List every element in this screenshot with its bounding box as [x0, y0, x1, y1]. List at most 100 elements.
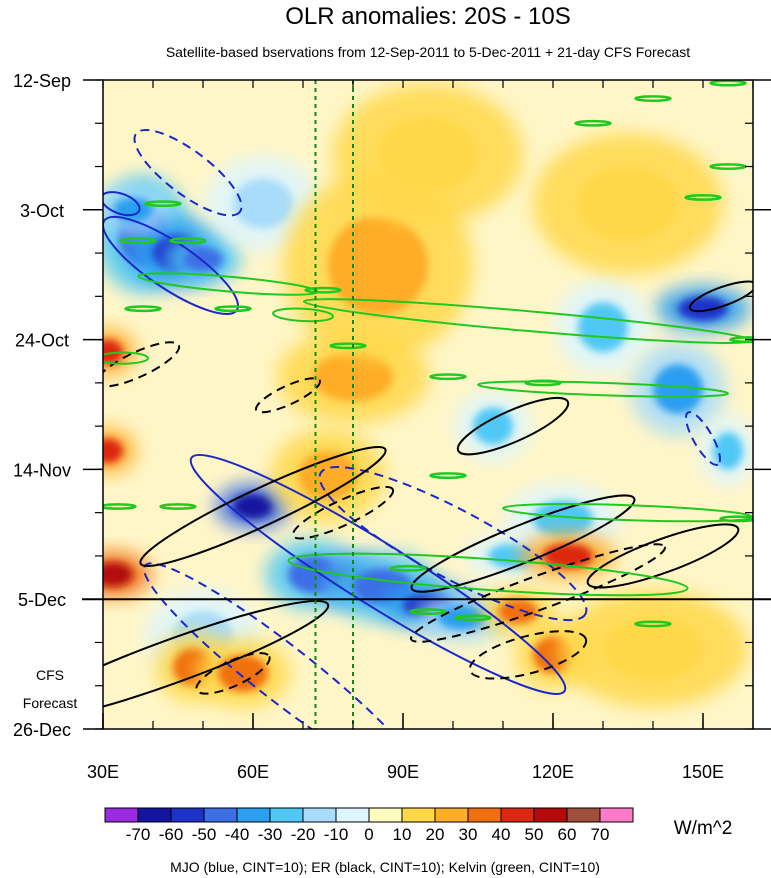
colorbar: -70 -60 -50 -40 -30 -20 -10 0 10 20 30 40 50 60 70: [104, 807, 634, 844]
kelvin-streak: [103, 503, 137, 510]
kelvin-streak: [524, 379, 562, 387]
anomaly-blob: [113, 197, 153, 223]
colorbar-swatch: [302, 807, 337, 823]
er-contour-neg: [410, 543, 666, 643]
colorbar-swatch: [566, 807, 601, 823]
anomaly-blob: [218, 654, 268, 692]
forecast-label-line1: CFS: [36, 667, 64, 683]
anomaly-field: [103, 83, 753, 709]
y-tick-label: 5-Dec: [18, 590, 66, 610]
colorbar-swatch: [104, 807, 139, 823]
x-tick-label: 90E: [387, 762, 419, 782]
colorbar-label: 60: [558, 825, 577, 844]
colorbar-swatch: [170, 807, 205, 823]
kelvin-streak: [574, 119, 612, 127]
colorbar-label: -10: [324, 825, 349, 844]
anomaly-blob: [678, 296, 728, 322]
er-contour-neg: [103, 341, 181, 388]
colorbar-label: 0: [364, 825, 373, 844]
plot-area: [103, 80, 753, 729]
colorbar-label: 40: [492, 825, 511, 844]
kelvin-streak: [684, 194, 722, 201]
kelvin-streak: [634, 95, 672, 102]
colorbar-label: 10: [393, 825, 412, 844]
kelvin-streak: [634, 620, 672, 628]
colorbar-swatch: [269, 807, 304, 823]
kelvin-streak: [454, 614, 492, 622]
anomaly-blob: [378, 117, 478, 192]
anomaly-blob: [298, 450, 358, 501]
forecast-label-line2: Forecast: [23, 695, 78, 711]
anomaly-blob: [103, 562, 133, 587]
kelvin-streak: [409, 608, 447, 615]
anomaly-blob: [103, 339, 123, 365]
x-tick-label: 120E: [532, 762, 574, 782]
kelvin-contour-pos: [272, 307, 334, 323]
anomaly-blob: [233, 178, 293, 229]
x-axis: 30E 60E 90E 120E 150E: [87, 80, 754, 782]
anomaly-blob: [233, 494, 273, 519]
x-tick-label: 150E: [682, 762, 724, 782]
chart-title: OLR anomalies: 20S - 10S: [285, 3, 570, 30]
y-axis: 12-Sep 3-Oct 24-Oct 14-Nov 5-Dec 26-Dec: [13, 71, 771, 740]
kelvin-streak: [389, 564, 427, 572]
colorbar-swatch: [599, 807, 634, 823]
kelvin-contour-pos: [287, 552, 689, 597]
colorbar-swatch: [500, 807, 535, 823]
kelvin-streak: [719, 515, 753, 523]
colorbar-label: -50: [192, 825, 217, 844]
colorbar-label: -30: [258, 825, 283, 844]
kelvin-streak: [214, 305, 252, 313]
colorbar-swatch: [236, 807, 271, 823]
colorbar-swatch: [368, 807, 403, 823]
kelvin-streak: [159, 503, 197, 510]
colorbar-swatch: [533, 807, 568, 823]
mjo-contour-neg: [133, 128, 243, 217]
colorbar-swatch: [467, 807, 502, 823]
colorbar-label: -20: [291, 825, 316, 844]
colorbar-label: 70: [591, 825, 610, 844]
kelvin-streak: [329, 342, 367, 350]
x-tick-label: 60E: [237, 762, 269, 782]
y-tick-label: 26-Dec: [13, 720, 71, 740]
er-contour-pos: [688, 280, 753, 313]
mjo-contour-neg: [318, 466, 588, 622]
anomaly-blob: [533, 500, 593, 538]
kelvin-contour-pos: [103, 351, 149, 365]
anomaly-blob: [473, 407, 513, 445]
er-contour-neg: [255, 377, 321, 414]
er-contour-pos: [139, 446, 387, 567]
er-contour-neg: [468, 630, 588, 680]
kelvin-streaks: [103, 80, 753, 628]
x-tick-label: 30E: [87, 762, 119, 782]
anomaly-blob: [653, 364, 703, 414]
colorbar-swatch: [335, 807, 370, 823]
anomaly-blob: [438, 605, 488, 631]
anomaly-blob: [578, 166, 678, 241]
y-tick-label: 3-Oct: [20, 201, 64, 221]
anomaly-blob: [498, 599, 538, 624]
colorbar-swatch: [434, 807, 469, 823]
kelvin-contour-pos: [477, 380, 729, 398]
chart-subtitle: Satellite-based bservations from 12-Sep-…: [166, 44, 690, 60]
kelvin-streak: [729, 336, 753, 344]
kelvin-streak: [119, 237, 157, 245]
er-contour-pos: [103, 600, 330, 722]
er-contour-pos: [456, 396, 570, 456]
kelvin-streak: [429, 373, 467, 381]
y-tick-label: 14-Nov: [13, 460, 71, 480]
kelvin-streak: [169, 237, 207, 245]
mjo-contour-neg: [684, 411, 722, 466]
er-contour-pos: [586, 523, 740, 589]
wave-contours: [103, 128, 753, 729]
colorbar-label: 20: [426, 825, 445, 844]
anomaly-blob: [578, 302, 628, 352]
kelvin-streak: [124, 305, 162, 313]
anomaly-blob: [103, 438, 123, 464]
anomaly-blob: [603, 617, 703, 680]
colorbar-label: -60: [159, 825, 184, 844]
mjo-contour-pos: [103, 191, 141, 217]
er-contour-pos: [410, 494, 636, 593]
er-contour-neg: [195, 652, 271, 695]
